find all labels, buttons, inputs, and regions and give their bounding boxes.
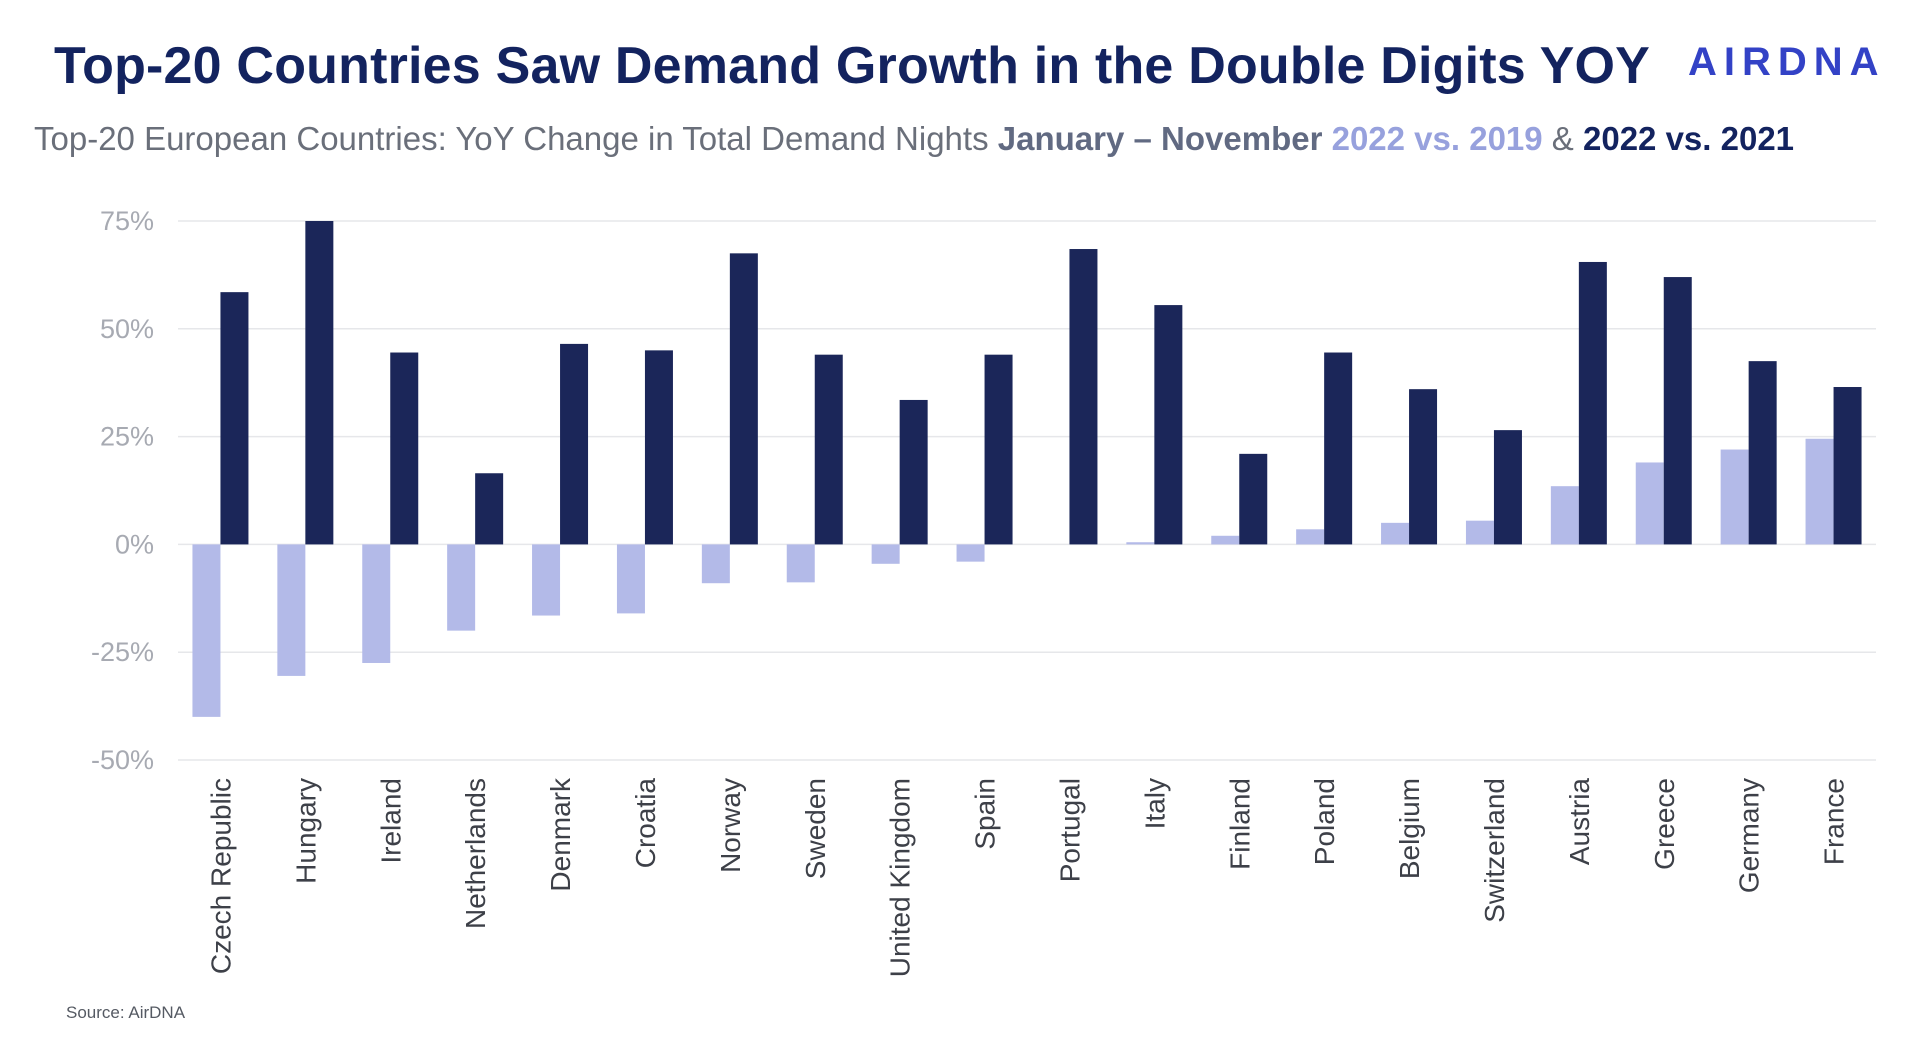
bar-2022-vs-2021	[560, 343, 589, 545]
bar-2022-vs-2021	[729, 253, 758, 545]
x-tick-label: Italy	[1139, 778, 1170, 829]
bar-2022-vs-2021	[1493, 430, 1522, 545]
bar-2022-vs-2019	[616, 544, 645, 614]
gridlines	[178, 220, 1876, 761]
y-tick-label: -50%	[91, 745, 154, 775]
bar-2022-vs-2021	[644, 350, 673, 545]
y-tick-label: 25%	[100, 422, 154, 452]
y-axis-ticks: 75% 50% 25% 0% -25% -50%	[91, 206, 154, 775]
x-tick-label: Hungary	[290, 778, 321, 884]
x-tick-label: Ireland	[375, 778, 406, 864]
y-tick-label: 50%	[100, 314, 154, 344]
bar-2022-vs-2019	[532, 544, 561, 616]
bar-2022-vs-2019	[956, 544, 985, 562]
bar-2022-vs-2021	[899, 399, 928, 545]
bar-2022-vs-2019	[277, 544, 306, 676]
x-tick-label: Belgium	[1394, 778, 1425, 879]
bar-2022-vs-2019	[362, 544, 391, 663]
bar-2022-vs-2019	[1550, 486, 1579, 545]
bar-2022-vs-2019	[192, 544, 221, 717]
chart-subtitle: Top-20 European Countries: YoY Change in…	[34, 120, 1794, 158]
bar-2022-vs-2021	[220, 292, 249, 545]
bar-2022-vs-2021	[1578, 261, 1607, 545]
source-note: Source: AirDNA	[66, 1003, 186, 1022]
bar-2022-vs-2019	[1720, 449, 1749, 545]
bar-2022-vs-2019	[1126, 542, 1155, 545]
x-tick-label: Portugal	[1054, 778, 1085, 882]
bar-2022-vs-2019	[1296, 529, 1325, 545]
bar-2022-vs-2021	[814, 354, 843, 545]
x-tick-label: France	[1819, 778, 1850, 865]
bar-2022-vs-2021	[984, 354, 1013, 545]
x-tick-label: Germany	[1734, 778, 1765, 893]
y-tick-label: 0%	[115, 529, 154, 559]
bar-2022-vs-2019	[786, 544, 815, 583]
x-tick-label: Austria	[1564, 778, 1595, 866]
x-tick-label: Norway	[715, 778, 746, 873]
bar-2022-vs-2019	[1381, 522, 1410, 545]
bar-2022-vs-2021	[1833, 387, 1862, 545]
y-tick-label: 75%	[100, 206, 154, 236]
bar-2022-vs-2021	[1069, 249, 1098, 545]
bar-2022-vs-2021	[1409, 389, 1438, 545]
airdna-logo: AIRDNA	[1688, 40, 1886, 84]
x-tick-label: Spain	[970, 778, 1001, 850]
bar-2022-vs-2021	[1748, 361, 1777, 545]
bar-2022-vs-2019	[1211, 535, 1240, 545]
x-tick-label: Denmark	[545, 777, 576, 892]
bar-2022-vs-2019	[447, 544, 476, 631]
x-tick-label: Switzerland	[1479, 778, 1510, 923]
legend-series-2019: 2022 vs. 2019	[1331, 120, 1543, 157]
x-axis-ticks: Czech Republic Hungary Ireland Netherlands D…	[205, 777, 1849, 977]
bar-2022-vs-2019	[871, 544, 900, 564]
x-tick-label: United Kingdom	[885, 778, 916, 977]
subtitle-prefix: Top-20 European Countries: YoY Change in…	[34, 120, 998, 157]
subtitle-ampersand: &	[1542, 120, 1583, 157]
chart-title: Top-20 Countries Saw Demand Growth in th…	[54, 37, 1651, 95]
subtitle-date-range: January – November	[997, 120, 1323, 157]
y-tick-label: -25%	[91, 637, 154, 667]
bar-2022-vs-2021	[1663, 277, 1692, 545]
bar-2022-vs-2021	[390, 352, 419, 545]
x-tick-label: Czech Republic	[205, 778, 236, 974]
x-tick-label: Netherlands	[460, 778, 491, 929]
bar-2022-vs-2019	[701, 544, 730, 584]
x-tick-label: Poland	[1309, 778, 1340, 865]
bar-2022-vs-2021	[475, 473, 504, 545]
bar-2022-vs-2021	[1324, 352, 1353, 545]
bar-2022-vs-2019	[1635, 462, 1664, 545]
legend-series-2021: 2022 vs. 2021	[1583, 120, 1795, 157]
x-tick-label: Sweden	[800, 778, 831, 879]
bars	[192, 221, 1862, 717]
x-tick-label: Finland	[1224, 778, 1255, 870]
x-tick-label: Greece	[1649, 778, 1680, 870]
bar-2022-vs-2021	[1239, 453, 1268, 545]
bar-2022-vs-2021	[305, 221, 334, 545]
bar-2022-vs-2019	[1805, 438, 1834, 545]
bar-2022-vs-2021	[1154, 305, 1183, 545]
x-tick-label: Croatia	[630, 778, 661, 869]
bar-2022-vs-2019	[1465, 520, 1494, 545]
